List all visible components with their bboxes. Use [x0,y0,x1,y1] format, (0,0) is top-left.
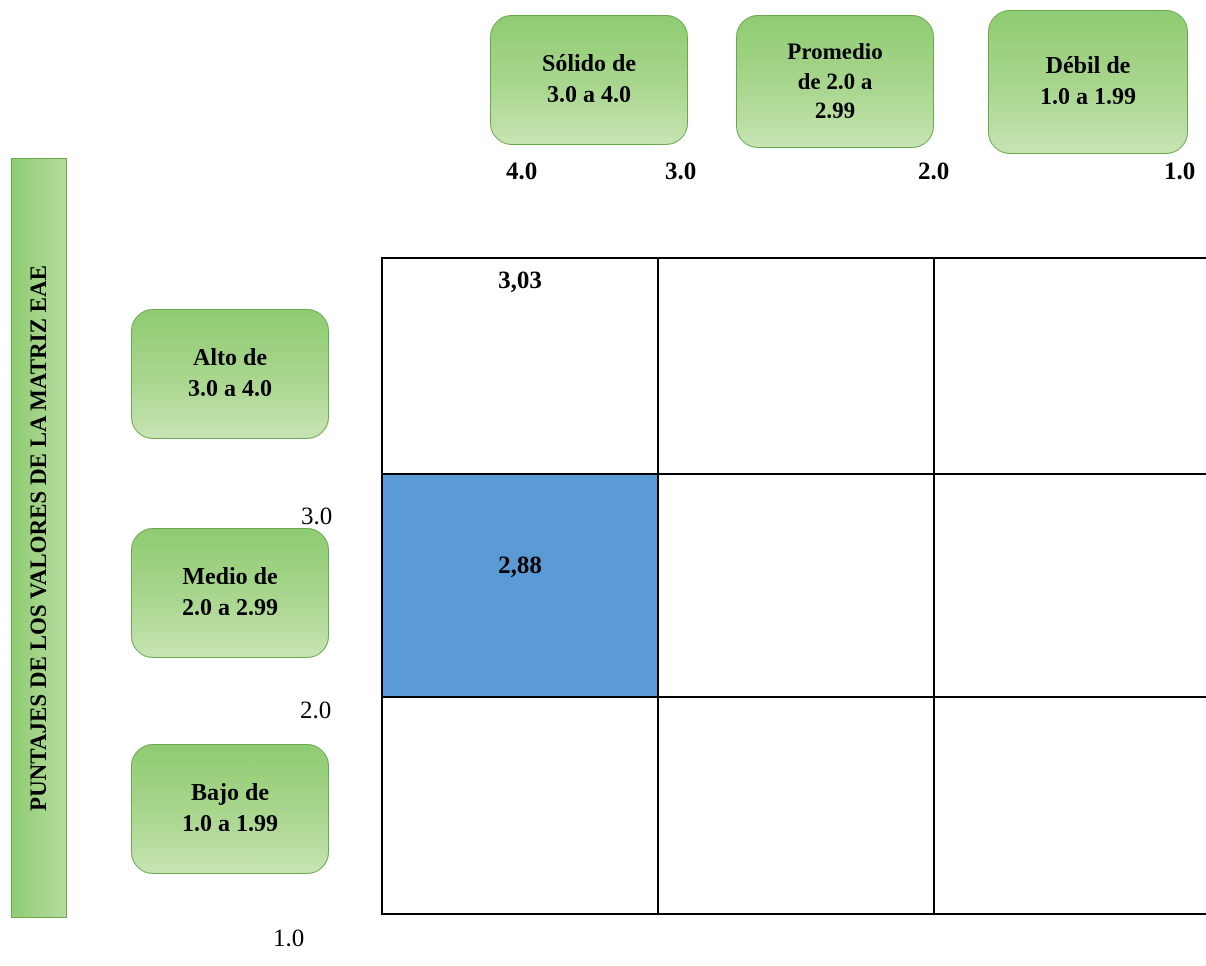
vertical-title-bar [11,158,67,918]
matrix-cell-3-2 [657,696,935,915]
box-debil: Débil de 1.0 a 1.99 [988,10,1188,154]
x-score-value: 3,03 [498,267,542,294]
matrix-cell-1-2 [657,257,935,475]
top-tick-3: 3.0 [665,158,697,185]
matrix-cell-2-1-highlight: 2,88 [381,473,659,698]
matrix-cell-1-1: 3,03 [381,257,659,475]
y-score-value: 2,88 [498,551,542,579]
box-bajo: Bajo de 1.0 a 1.99 [131,744,329,874]
top-tick-1: 1.0 [1164,158,1196,185]
left-tick-2: 2.0 [300,697,332,724]
left-tick-1: 1.0 [273,925,305,952]
top-tick-4: 4.0 [506,158,538,185]
box-promedio: Promedio de 2.0 a 2.99 [736,15,934,148]
box-alto: Alto de 3.0 a 4.0 [131,309,329,439]
matrix-grid: 3,03 2,88 [381,257,1206,915]
matrix-cell-2-3 [933,473,1206,698]
vertical-axis-title: PUNTAJES DE LOS VALORES DE LA MATRIZ EAE [26,265,51,811]
matrix-cell-1-3 [933,257,1206,475]
matrix-cell-2-2 [657,473,935,698]
matrix-cell-3-3 [933,696,1206,915]
box-solido: Sólido de 3.0 a 4.0 [490,15,688,145]
matrix-cell-3-1 [381,696,659,915]
top-tick-2: 2.0 [918,158,950,185]
box-medio: Medio de 2.0 a 2.99 [131,528,329,658]
left-tick-3: 3.0 [301,503,333,530]
